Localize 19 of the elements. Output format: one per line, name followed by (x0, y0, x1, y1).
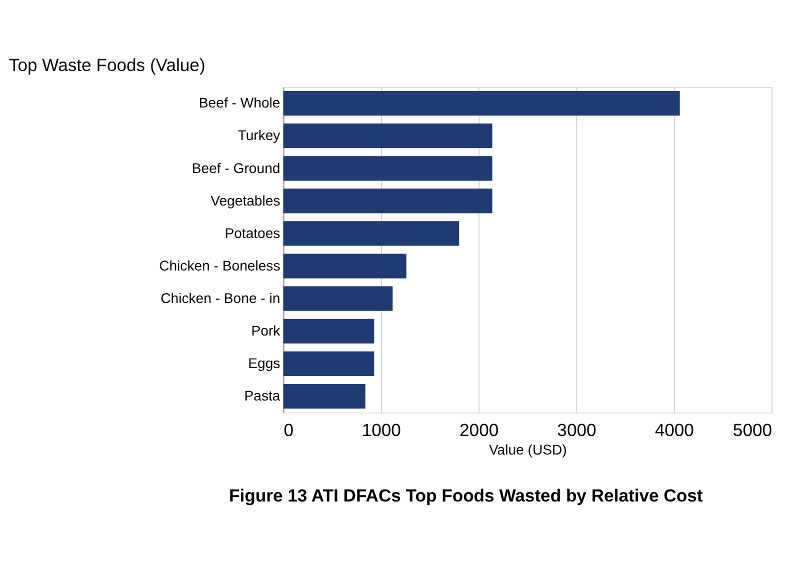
x-tick-label: 5000 (732, 420, 772, 440)
x-tick-label: 2000 (460, 420, 499, 440)
x-tick-label: 3000 (557, 420, 596, 440)
x-tick-label: 0 (284, 420, 294, 440)
x-tick-label: 4000 (654, 420, 694, 440)
x-tick-label: 1000 (362, 420, 402, 440)
caption: Figure 13 ATI DFACs Top Foods Wasted by Relative Cost (229, 485, 703, 506)
x-axis-title: Value (USD) (488, 441, 567, 458)
y-tick-label: Eggs (248, 355, 280, 372)
y-tick-label: Pork (251, 322, 282, 339)
y-tick-label: Chicken - Boneless (159, 257, 280, 274)
y-tick-label: Beef - Ground (192, 160, 280, 176)
y-tick-label: Beef - Whole (198, 94, 280, 111)
y-tick-label: Potatoes (224, 224, 280, 241)
y-tick-label: Pasta (244, 388, 280, 404)
text: Top Waste Foods (Value) (8, 55, 206, 76)
y-tick-label: Turkey (238, 127, 280, 144)
y-tick-label: Chicken - Bone - in (160, 290, 280, 306)
y-tick-label: Vegetables (210, 192, 280, 208)
